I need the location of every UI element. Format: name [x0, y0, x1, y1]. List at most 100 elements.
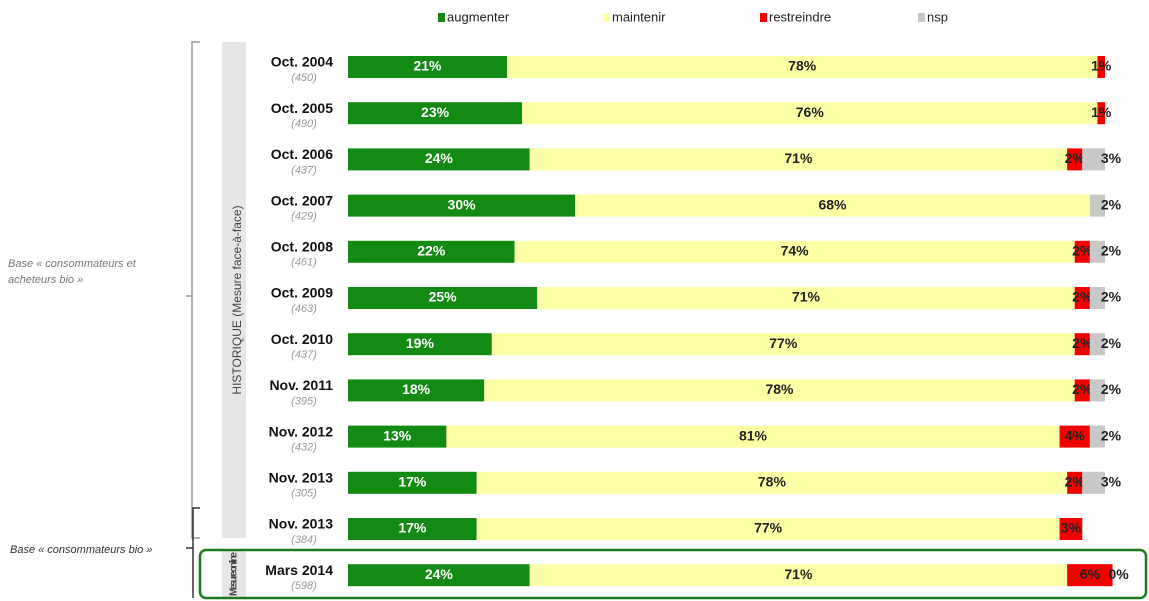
- value-label: 3%: [1101, 474, 1122, 490]
- value-label: 71%: [784, 566, 813, 582]
- bar-segment: [348, 287, 538, 309]
- category-label: Nov. 2012: [269, 423, 334, 439]
- bar-segment: [348, 56, 507, 78]
- bar-segment: [1089, 287, 1105, 309]
- base-size: (598): [291, 580, 317, 592]
- bar-segment: [1097, 56, 1105, 78]
- category-label: Nov. 2011: [269, 377, 333, 393]
- category-label: Oct. 2004: [271, 54, 333, 70]
- legend-label: maintenir: [612, 9, 666, 24]
- value-label: 2%: [1101, 335, 1122, 351]
- bar-segment: [1067, 564, 1113, 587]
- value-label: 2%: [1101, 381, 1122, 397]
- base-size: (432): [291, 442, 317, 454]
- bar-segment: [514, 240, 1075, 263]
- base-size: (463): [291, 303, 317, 315]
- value-label: 2%: [1072, 243, 1093, 259]
- bar-segment: [575, 194, 1090, 217]
- value-label: 4%: [1065, 427, 1086, 443]
- group-band: [222, 42, 246, 538]
- base-size: (384): [291, 534, 317, 546]
- base-size: (395): [291, 395, 317, 407]
- value-label: 2%: [1072, 289, 1093, 305]
- bar-segment: [1059, 518, 1083, 540]
- bar-segment: [506, 56, 1098, 78]
- legend-label: nsp: [927, 9, 948, 24]
- value-label: 2%: [1072, 335, 1093, 351]
- value-label: 24%: [425, 566, 454, 582]
- category-label: Oct. 2008: [271, 239, 333, 255]
- base-label: Base « consommateurs et acheteurs bio »: [8, 258, 136, 286]
- bar-segment: [1067, 148, 1083, 171]
- bar-segment: [348, 564, 530, 587]
- value-label: 2%: [1065, 474, 1086, 490]
- category-label: Oct. 2010: [271, 331, 333, 347]
- legend-swatch: [438, 13, 445, 22]
- bar-segment: [348, 425, 447, 448]
- value-label: 3%: [1061, 520, 1082, 536]
- value-label: 13%: [383, 427, 412, 443]
- value-label: 1%: [1091, 58, 1112, 74]
- base-label-box: Base « consommateurs et acheteurs bio »: [8, 258, 136, 286]
- bar-segment: [1074, 379, 1090, 402]
- category-label: Oct. 2009: [271, 285, 333, 301]
- bar-segment: [1074, 333, 1090, 356]
- value-label: 22%: [417, 243, 446, 259]
- value-label: 74%: [781, 243, 810, 259]
- value-label: 19%: [406, 335, 435, 351]
- bar-segment: [1089, 379, 1105, 402]
- category-label: Nov. 2013: [269, 516, 334, 532]
- bar-segment: [1074, 240, 1090, 263]
- category-label: Nov. 2013: [269, 470, 334, 486]
- bar-segment: [1089, 333, 1105, 356]
- category-label: Oct. 2007: [271, 192, 333, 208]
- bar-segment: [1067, 471, 1083, 494]
- base-size: (437): [291, 164, 317, 176]
- group-band: [222, 550, 246, 598]
- category-label: Oct. 2006: [271, 146, 333, 162]
- base-size: (305): [291, 488, 317, 500]
- bar-segment: [1059, 425, 1090, 448]
- bar-segment: [476, 471, 1068, 494]
- bar-segment: [348, 518, 477, 540]
- bar-segment: [529, 148, 1068, 171]
- bar-segment: [348, 148, 530, 171]
- bar-segment: [348, 102, 523, 125]
- value-label: 77%: [754, 520, 783, 536]
- bar-segment: [476, 518, 1060, 540]
- group-label: Mesure on line: [229, 552, 240, 596]
- value-label: 77%: [769, 335, 798, 351]
- value-label: 2%: [1065, 150, 1086, 166]
- bar-segment: [348, 333, 492, 356]
- value-label: 17%: [398, 474, 427, 490]
- value-label: 17%: [398, 520, 427, 536]
- bracket: [186, 507, 200, 598]
- category-label: Oct. 2005: [271, 100, 333, 116]
- legend-label: restreindre: [769, 9, 831, 24]
- legend-swatch: [918, 13, 925, 22]
- value-label: 2%: [1101, 289, 1122, 305]
- base-size: (450): [291, 72, 317, 84]
- bar-segment: [522, 102, 1098, 125]
- bar-segment: [1074, 287, 1090, 309]
- bar-segment: [537, 287, 1075, 309]
- value-label: 71%: [784, 150, 813, 166]
- value-label: 6%: [1080, 566, 1101, 582]
- value-label: 2%: [1101, 243, 1122, 259]
- legend-label: augmenter: [447, 9, 510, 24]
- value-label: 71%: [792, 289, 821, 305]
- base-size: (429): [291, 211, 317, 223]
- bar-segment: [446, 425, 1060, 448]
- highlight-box: [198, 548, 1148, 600]
- value-label: 68%: [818, 196, 847, 212]
- bar-segment: [348, 194, 576, 217]
- value-label: 1%: [1091, 104, 1112, 120]
- value-label: 76%: [796, 104, 825, 120]
- bar-segment: [484, 379, 1075, 402]
- bar-segment: [1089, 240, 1105, 263]
- bar-segment: [1082, 471, 1105, 494]
- bar-segment: [1089, 425, 1105, 448]
- bar-segment: [348, 379, 485, 402]
- legend-swatch: [760, 13, 767, 22]
- base-label: Base « consommateurs bio »: [10, 544, 152, 556]
